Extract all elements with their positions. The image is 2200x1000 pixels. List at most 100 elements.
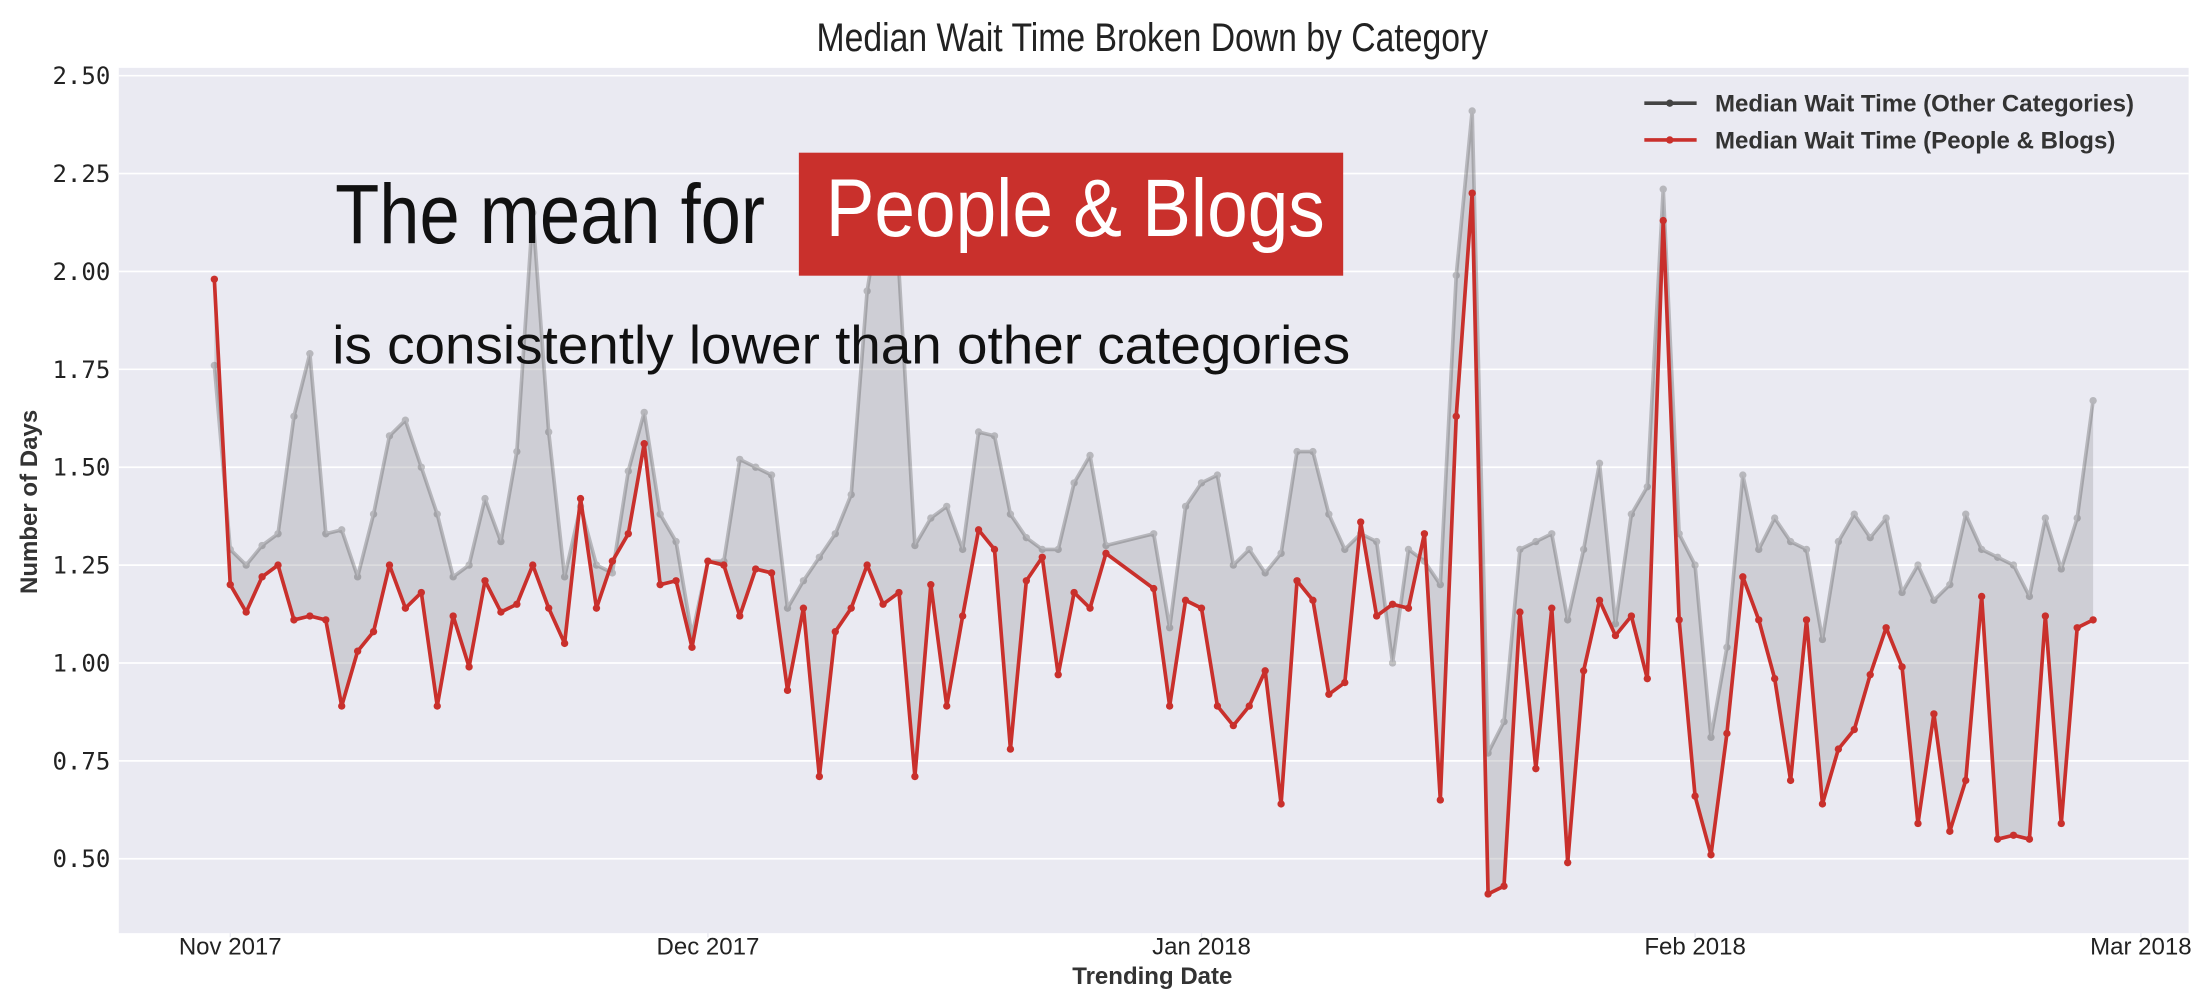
point	[863, 561, 871, 569]
point	[1834, 537, 1843, 546]
point	[1468, 189, 1476, 197]
point	[2041, 612, 2050, 620]
point	[640, 408, 648, 417]
point	[1086, 604, 1094, 612]
point	[1516, 545, 1524, 554]
point	[1691, 792, 1699, 800]
point	[1850, 510, 1858, 518]
point	[1707, 733, 1715, 742]
point	[895, 588, 903, 597]
point	[1930, 710, 1938, 718]
point	[831, 530, 839, 538]
point	[752, 463, 760, 471]
legend: Median Wait Time (Other Categories) Media…	[1644, 91, 2134, 154]
point	[1548, 530, 1556, 538]
point	[1898, 663, 1906, 671]
point	[1038, 545, 1046, 554]
point	[927, 580, 935, 589]
y-tick-label: 2.25	[52, 160, 110, 188]
point	[1229, 561, 1238, 569]
point	[1659, 185, 1667, 193]
point	[847, 490, 855, 499]
point	[1436, 796, 1444, 804]
x-tick-label: Mar 2018	[2090, 933, 2191, 960]
point	[608, 557, 617, 565]
annotation-tail: is consistently lower than other categor…	[332, 315, 1350, 375]
point	[1516, 608, 1524, 616]
point	[1977, 545, 1986, 554]
point	[481, 577, 489, 585]
point	[1309, 447, 1317, 456]
point	[1038, 553, 1046, 561]
point	[1452, 412, 1460, 420]
point	[1707, 851, 1715, 859]
point	[513, 447, 521, 456]
point	[1818, 635, 1827, 644]
point	[1022, 534, 1031, 542]
point	[417, 588, 425, 597]
point	[449, 573, 457, 581]
point	[1771, 514, 1779, 522]
point	[656, 580, 664, 589]
point	[974, 428, 983, 436]
point	[210, 275, 219, 283]
point	[290, 412, 298, 420]
point	[911, 541, 919, 550]
point	[1245, 702, 1253, 710]
point	[322, 530, 330, 538]
point	[1962, 776, 1970, 785]
point	[736, 455, 744, 464]
point	[2025, 835, 2034, 843]
point	[1962, 510, 1970, 518]
point	[720, 561, 728, 569]
point	[1914, 561, 1922, 569]
legend-marker	[1666, 99, 1674, 107]
point	[1388, 659, 1397, 667]
point	[1643, 483, 1651, 491]
y-tick-label: 2.50	[52, 62, 110, 90]
point	[529, 561, 537, 569]
legend-label: Median Wait Time (Other Categories)	[1715, 91, 2134, 118]
point	[369, 627, 378, 636]
point	[1404, 604, 1413, 612]
point	[2089, 616, 2097, 624]
point	[879, 600, 887, 608]
point	[736, 612, 744, 620]
point	[385, 432, 394, 440]
point	[1372, 612, 1381, 620]
point	[943, 502, 951, 511]
point	[369, 510, 378, 518]
point	[990, 545, 999, 554]
point	[958, 545, 967, 554]
y-tick-label: 1.00	[52, 649, 110, 677]
point	[2041, 514, 2050, 522]
point	[815, 553, 824, 561]
point	[1564, 858, 1572, 867]
point	[1102, 549, 1110, 558]
point	[1309, 596, 1317, 605]
point	[2089, 396, 2097, 405]
point	[449, 612, 457, 620]
y-tick-label: 0.50	[52, 845, 110, 873]
point	[624, 530, 632, 538]
point	[1293, 447, 1301, 456]
point	[1436, 580, 1444, 589]
y-axis-label: Number of Days	[16, 410, 43, 594]
point	[401, 604, 410, 612]
point	[1229, 721, 1238, 730]
point	[767, 569, 776, 577]
point	[1611, 631, 1620, 640]
point	[306, 349, 314, 358]
point	[1627, 510, 1636, 518]
annotation: The mean for People & Blogs is consisten…	[332, 152, 1350, 375]
point	[783, 686, 792, 695]
point	[338, 526, 346, 534]
point	[831, 627, 839, 636]
point	[258, 573, 266, 581]
y-tick-label: 1.75	[52, 356, 110, 384]
x-axis-label: Trending Date	[1072, 963, 1232, 990]
point	[783, 604, 792, 612]
point	[1245, 545, 1253, 554]
annotation-highlight: People & Blogs	[826, 163, 1325, 254]
point	[1150, 530, 1158, 538]
